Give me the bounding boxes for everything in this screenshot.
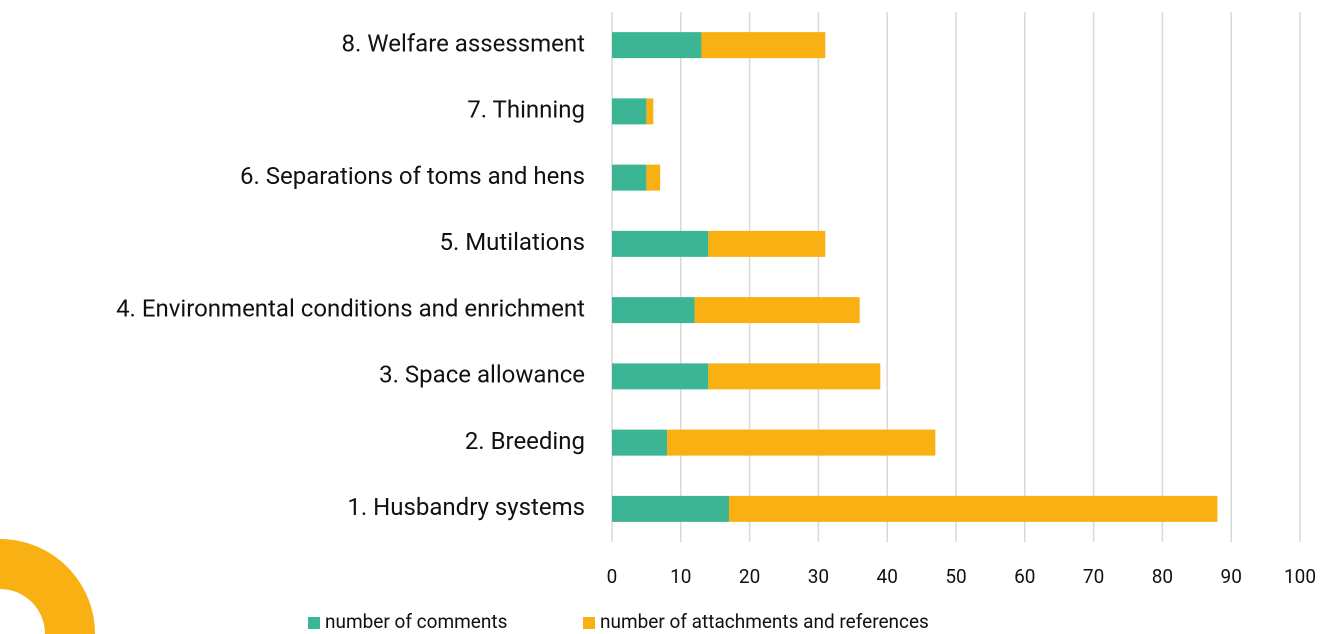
legend-swatch: [583, 617, 595, 629]
bar-segment: [728, 495, 1218, 522]
decoration-arc: [0, 539, 95, 634]
bar-segment: [667, 429, 936, 456]
y-tick-label: 4. Environmental conditions and enrichme…: [116, 294, 585, 322]
bar-segment: [646, 98, 654, 125]
legend-label: number of comments: [325, 610, 507, 633]
y-tick-label: 2. Breeding: [465, 427, 585, 455]
y-tick-label: 8. Welfare assessment: [342, 29, 586, 57]
legend-label: number of attachments and references: [600, 610, 929, 633]
x-tick-label: 90: [1221, 565, 1242, 588]
x-tick-label: 20: [739, 565, 760, 588]
y-tick-label: 3. Space allowance: [379, 361, 585, 389]
bar-segment: [612, 363, 709, 390]
bar-segment: [708, 230, 826, 257]
y-tick-label: 6. Separations of toms and hens: [240, 162, 585, 190]
x-tick-label: 100: [1284, 565, 1316, 588]
x-tick-label: 50: [945, 565, 966, 588]
y-tick-label: 1. Husbandry systems: [347, 493, 585, 521]
x-tick-label: 30: [808, 565, 829, 588]
bar-segment: [708, 363, 881, 390]
bar-segment: [612, 164, 647, 191]
bar-segment: [612, 32, 702, 59]
bar-segment: [646, 164, 661, 191]
x-tick-label: 10: [670, 565, 691, 588]
x-tick-label: 60: [1014, 565, 1035, 588]
bar-segment: [612, 297, 695, 324]
legend-swatch: [308, 617, 320, 629]
x-tick-label: 70: [1083, 565, 1104, 588]
x-tick-label: 40: [877, 565, 898, 588]
bar-segment: [612, 98, 647, 125]
bar-segment: [694, 297, 860, 324]
x-tick-label: 0: [607, 565, 618, 588]
y-tick-label: 5. Mutilations: [439, 228, 585, 256]
x-tick-label: 80: [1152, 565, 1173, 588]
bar-segment: [612, 495, 729, 522]
bar-segment: [612, 429, 668, 456]
y-tick-label: 7. Thinning: [467, 96, 585, 124]
bar-segment: [701, 32, 826, 59]
bar-segment: [612, 230, 709, 257]
